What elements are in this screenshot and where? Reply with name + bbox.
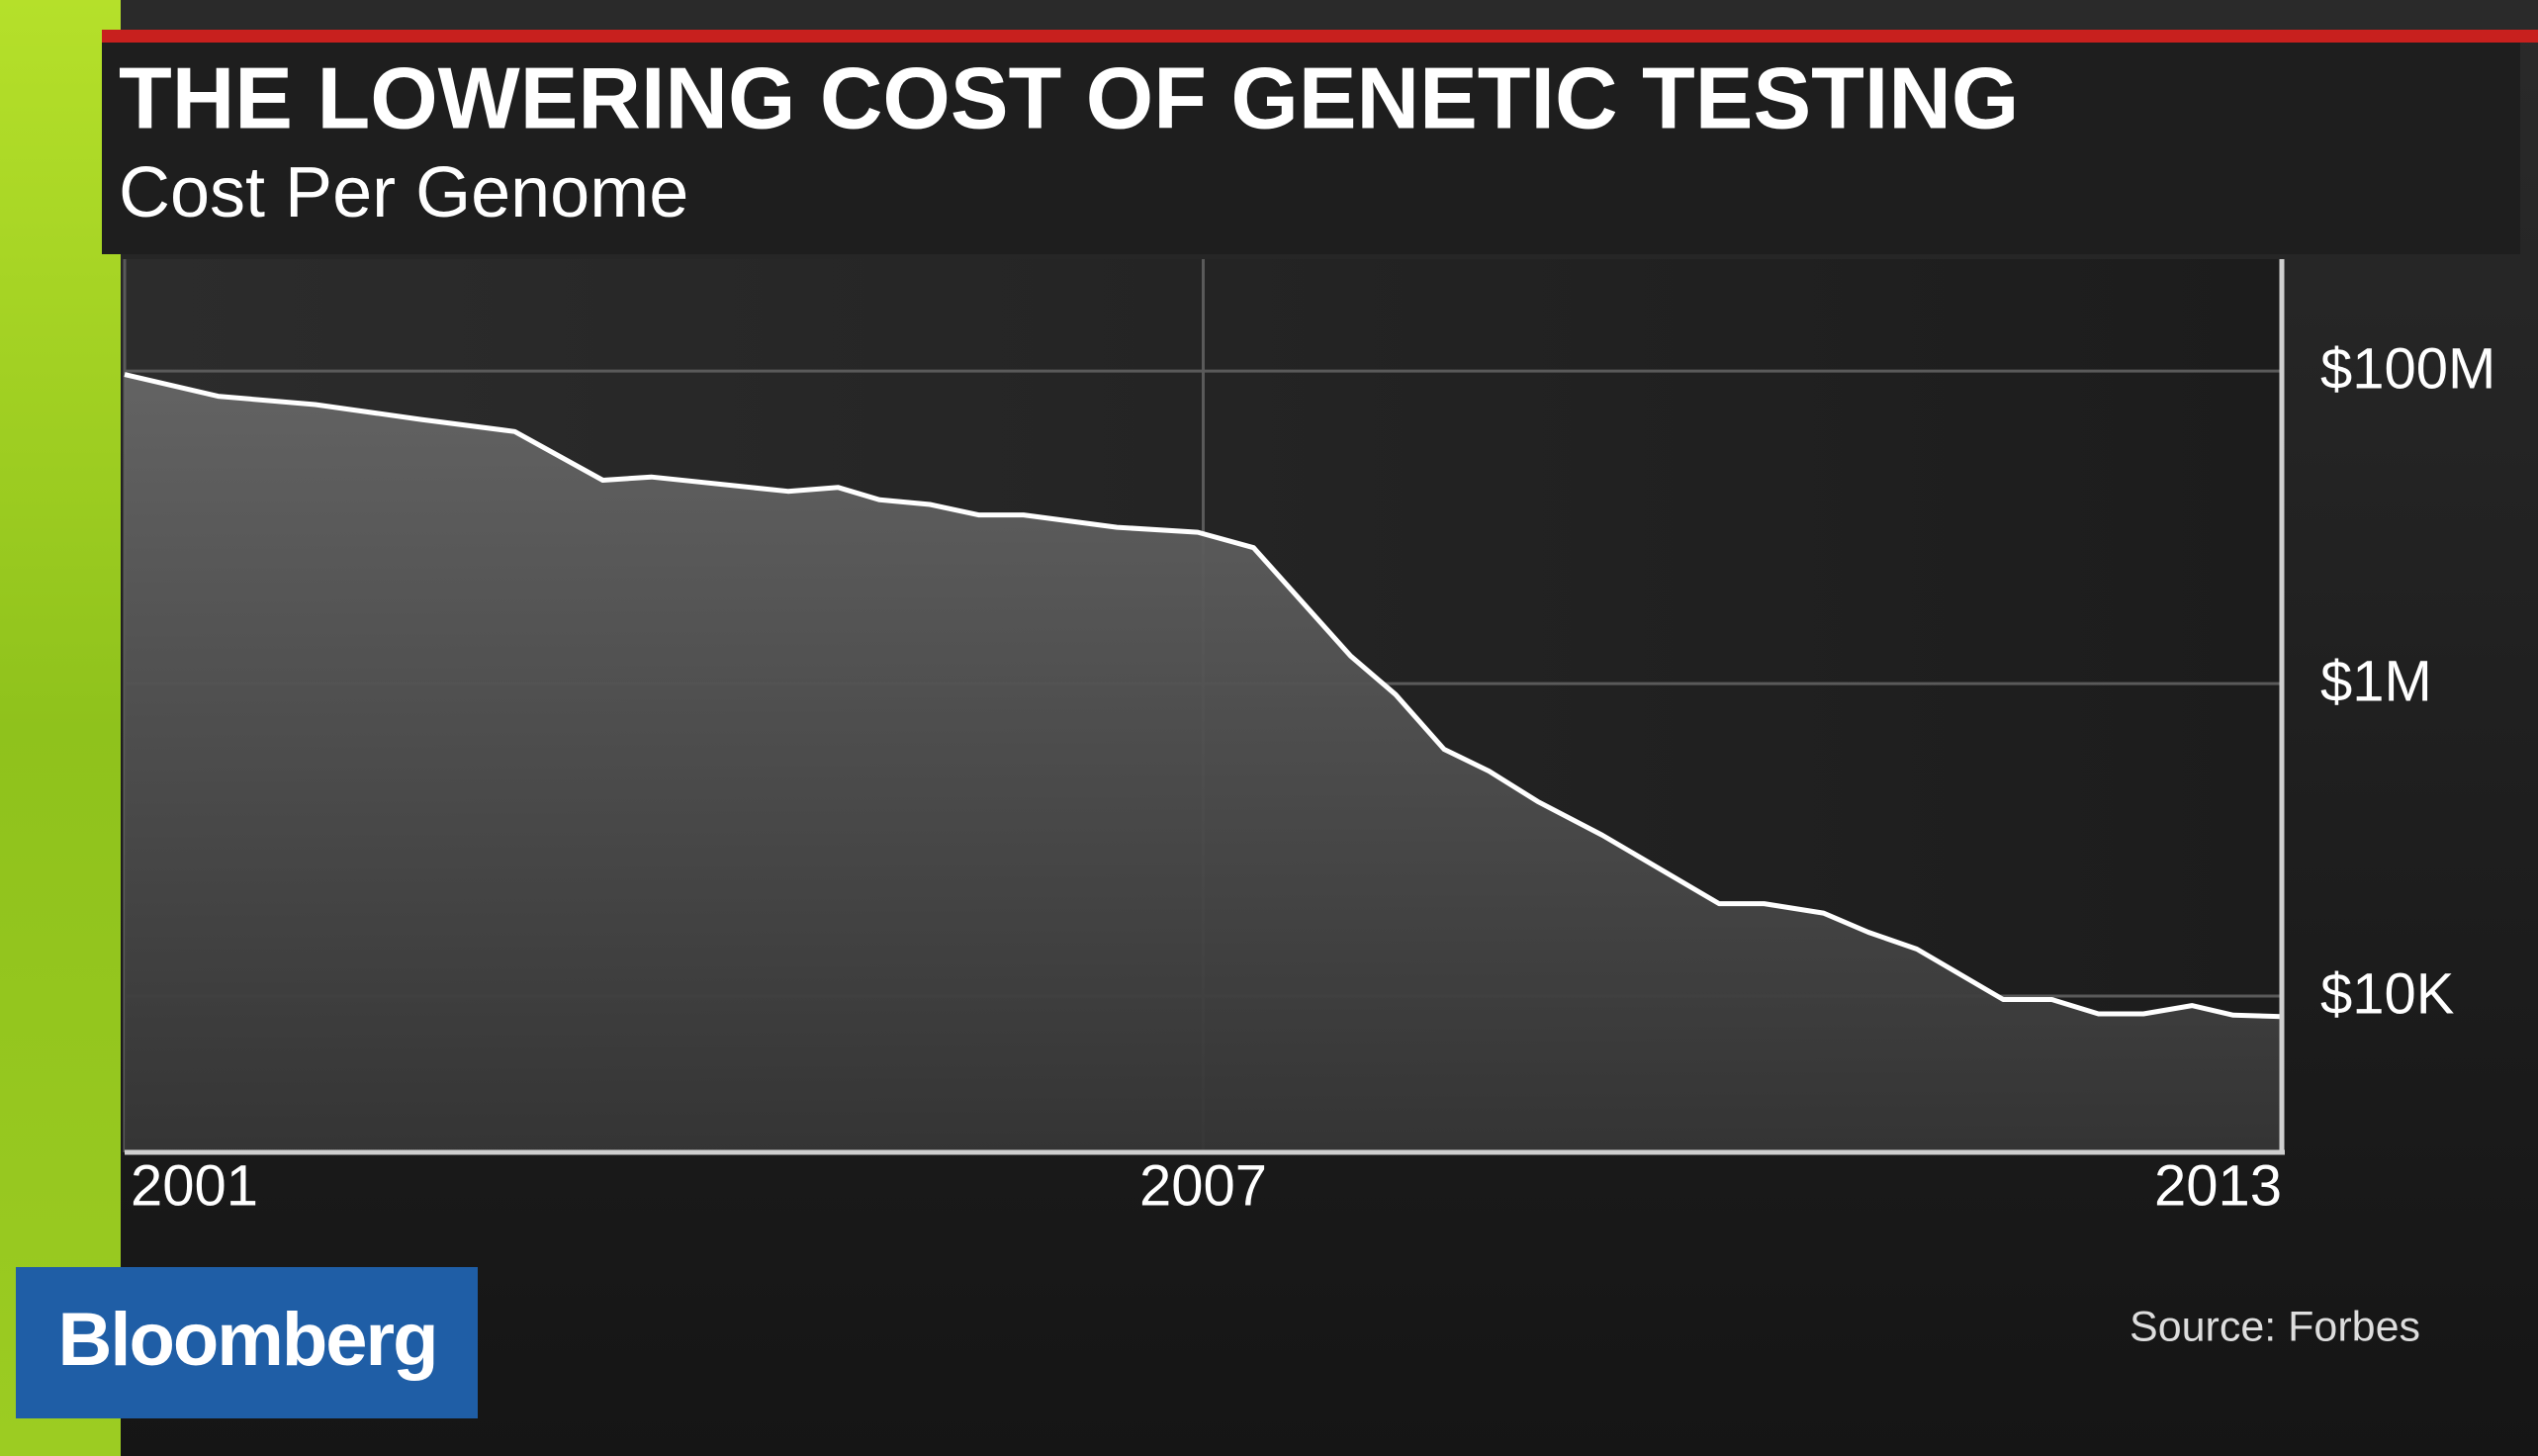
source-note: Source: Forbes xyxy=(2130,1303,2420,1350)
cost-line xyxy=(124,372,2283,1020)
header-band xyxy=(102,43,2520,254)
x-tick-label: 2001 xyxy=(131,1153,258,1218)
red-rule xyxy=(102,30,2538,43)
area-fill xyxy=(125,374,2282,1153)
side-strip xyxy=(0,0,121,1456)
chart-title: THE LOWERING COST OF GENETIC TESTING xyxy=(119,48,2019,146)
y-tick-label: $10K xyxy=(2320,961,2455,1026)
brand-logo: Bloomberg xyxy=(57,1298,436,1382)
chart-subtitle: Cost Per Genome xyxy=(119,153,688,232)
y-tick-label: $1M xyxy=(2320,649,2432,713)
y-tick-label: $100M xyxy=(2320,336,2495,401)
x-tick-label: 2007 xyxy=(1139,1153,1267,1218)
brand-box xyxy=(16,1267,478,1418)
x-tick-label: 2013 xyxy=(2154,1153,2282,1218)
